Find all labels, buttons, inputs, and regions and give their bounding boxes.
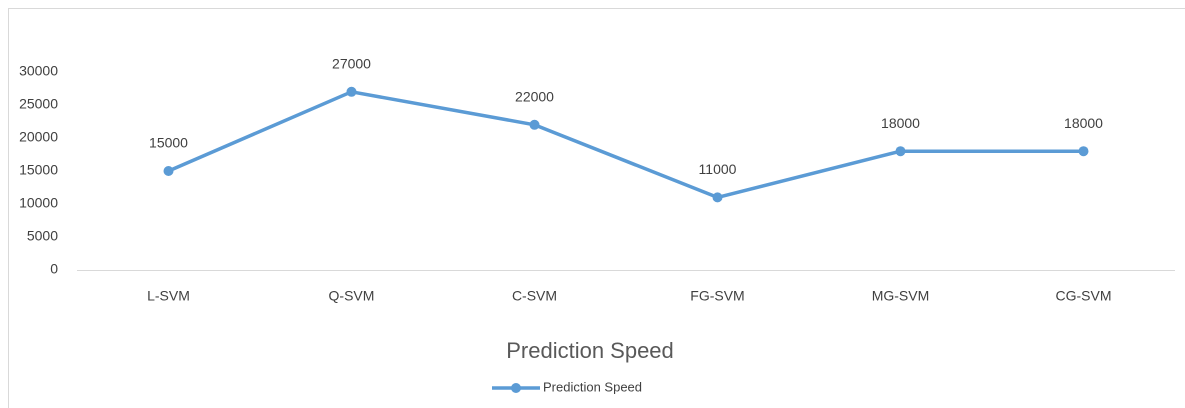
- x-tick-label: C-SVM: [512, 288, 557, 304]
- data-label: 27000: [332, 56, 371, 72]
- y-tick-label: 30000: [19, 63, 58, 79]
- point: [712, 192, 723, 203]
- x-tick-label: FG-SVM: [690, 288, 744, 304]
- legend-marker: [511, 383, 521, 393]
- chart-frame: [8, 8, 1185, 408]
- x-tick-label: CG-SVM: [1056, 288, 1112, 304]
- legend-label: Prediction Speed: [543, 379, 642, 394]
- chart-title: Prediction Speed: [506, 338, 674, 363]
- point: [163, 166, 174, 176]
- data-label: 18000: [1064, 115, 1103, 131]
- y-tick-label: 15000: [19, 162, 58, 178]
- point: [529, 119, 540, 130]
- data-label: 15000: [149, 135, 188, 151]
- x-tick-label: MG-SVM: [872, 288, 930, 304]
- x-tick-label: L-SVM: [147, 288, 190, 304]
- point: [1078, 146, 1089, 157]
- point: [346, 86, 357, 97]
- data-label: 11000: [699, 161, 737, 177]
- y-tick-label: 25000: [19, 96, 58, 112]
- y-tick-label: 20000: [19, 129, 58, 145]
- data-label: 22000: [515, 89, 554, 105]
- data-label: 18000: [881, 115, 920, 131]
- y-tick-label: 10000: [19, 195, 58, 211]
- point: [895, 146, 906, 157]
- x-tick-label: Q-SVM: [329, 288, 375, 304]
- series-line: [167, 90, 1084, 200]
- y-tick-label: 5000: [27, 228, 58, 244]
- y-tick-label: 0: [50, 261, 58, 277]
